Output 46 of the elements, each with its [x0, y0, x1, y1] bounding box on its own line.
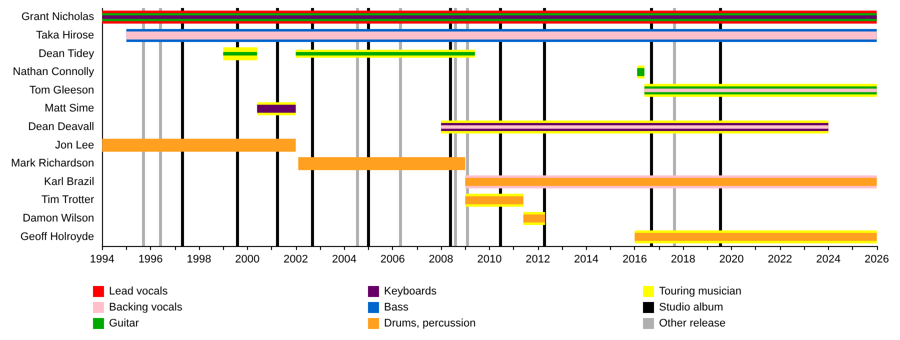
y-tick-label: Mark Richardson	[11, 158, 94, 170]
bar	[634, 232, 877, 241]
x-tick-label: 2024	[816, 254, 841, 266]
legend-label: Guitar	[109, 318, 140, 330]
y-tick-label: Karl Brazil	[44, 176, 94, 188]
y-tick-label: Matt Sime	[44, 102, 94, 115]
legend-label: Bass	[384, 302, 409, 314]
y-tick-label: Nathan Connolly	[12, 66, 95, 78]
y-tick-label: Tom Gleeson	[29, 84, 94, 96]
y-tick-label: Dean Tidey	[38, 48, 95, 60]
legend-label: Studio album	[659, 302, 724, 314]
x-tick-label: 2016	[622, 254, 647, 266]
legend-label: Backing vocals	[109, 302, 183, 314]
x-tick-label: 2020	[719, 254, 744, 266]
legend-label: Touring musician	[659, 286, 742, 298]
bar	[523, 214, 546, 223]
bar	[257, 104, 296, 113]
y-tick-label: Jon Lee	[54, 139, 94, 152]
legend-label: Other release	[659, 318, 726, 330]
legend-label: Lead vocals	[109, 286, 168, 298]
y-tick-label: Grant Nicholas	[21, 11, 95, 24]
x-tick-label: 2022	[768, 254, 792, 266]
x-tick-label: 2026	[864, 254, 890, 266]
y-tick-label: Dean Deavall	[28, 121, 94, 133]
y-tick-label: Geoff Holroyde	[20, 230, 94, 243]
x-tick-label: 2004	[332, 254, 356, 266]
x-tick-label: 2012	[526, 254, 550, 266]
x-tick-label: 2000	[235, 254, 260, 266]
x-tick-label: 1994	[90, 254, 114, 266]
bar	[465, 196, 524, 204]
x-tick-label: 2010	[477, 254, 502, 266]
bar	[637, 68, 644, 76]
y-tick-label: Taka Hirose	[36, 29, 94, 42]
x-tick-label: 1996	[138, 254, 163, 266]
y-tick-label: Tim Trotter	[41, 194, 94, 206]
y-tick-label: Damon Wilson	[22, 212, 94, 225]
x-tick-label: 2014	[574, 254, 599, 266]
x-tick-label: 2006	[380, 254, 405, 266]
x-tick-label: 2018	[670, 254, 696, 266]
legend-label: Drums, percussion	[384, 318, 476, 330]
x-tick-label: 1998	[186, 254, 212, 266]
legend-label: Keyboards	[384, 286, 438, 298]
x-tick-label: 2008	[428, 254, 454, 266]
bar	[296, 52, 475, 56]
bar	[465, 178, 877, 186]
x-tick-label: 2002	[284, 254, 308, 266]
